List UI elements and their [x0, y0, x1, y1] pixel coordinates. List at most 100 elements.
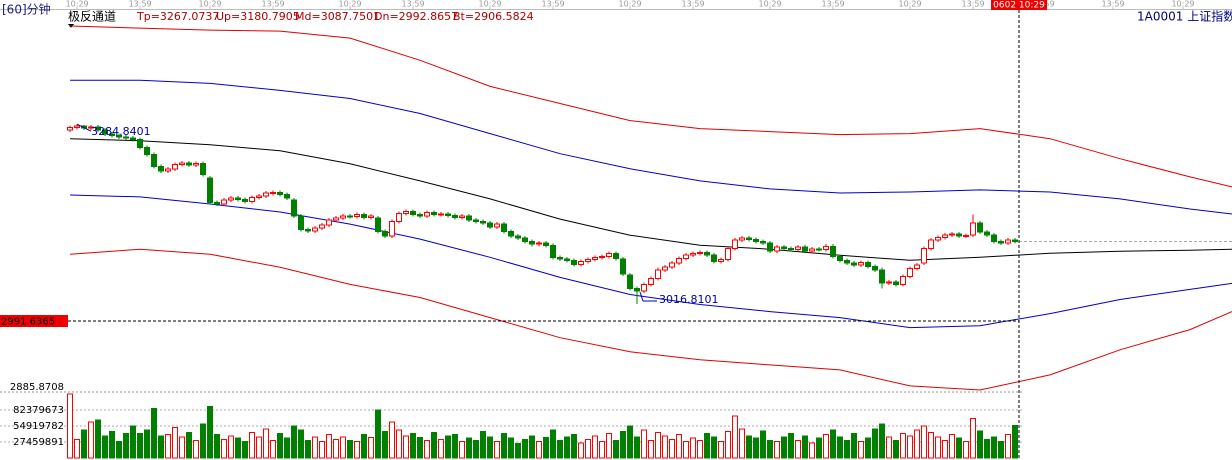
band-line	[70, 25, 1232, 188]
candle-body	[480, 220, 487, 224]
volume-bar	[473, 439, 480, 459]
x-tick-label: 13:59	[262, 0, 285, 9]
volume-bar	[130, 425, 137, 459]
candle-body	[900, 275, 907, 286]
candle-body	[242, 198, 249, 202]
x-tick-label: 10:29	[898, 0, 921, 9]
candle-body	[893, 281, 900, 286]
candle-body	[67, 126, 74, 131]
volume-bar	[816, 437, 823, 459]
candle-body	[641, 284, 648, 292]
candle-body	[704, 251, 711, 256]
volume-bar	[298, 429, 305, 459]
x-tick-label: 10:29	[479, 0, 502, 9]
candle-body	[116, 135, 123, 138]
candle-body	[179, 162, 186, 165]
volume-bar	[123, 432, 130, 459]
candle-body	[137, 139, 144, 149]
band-line	[70, 194, 1232, 329]
volume-bar	[1005, 434, 1012, 459]
volume-bar	[669, 438, 676, 459]
candle-body	[571, 259, 578, 265]
candle-body	[459, 215, 466, 218]
volume-bar	[571, 434, 578, 459]
candle-body	[235, 197, 242, 200]
candle-body	[508, 230, 515, 237]
candle-body	[830, 245, 837, 257]
candle-body	[795, 246, 802, 251]
volume-bar	[284, 437, 291, 459]
candle-body	[501, 223, 508, 232]
candle-body	[788, 247, 795, 251]
volume-bar	[788, 432, 795, 459]
candle-body	[165, 168, 172, 172]
indicator-name[interactable]: 极反通道	[68, 10, 116, 24]
candle-body	[781, 246, 788, 249]
candle-body	[312, 227, 319, 232]
volume-bar	[977, 430, 984, 459]
volume-bar	[466, 437, 473, 459]
volume-bar	[578, 442, 585, 459]
cursor-price-label: 2991.6365	[1, 317, 55, 328]
volume-bar	[907, 435, 914, 459]
volume-bar	[837, 436, 844, 459]
candle-body	[753, 239, 760, 243]
volume-bar	[865, 437, 872, 459]
candle-body	[529, 241, 536, 245]
candle-body	[578, 261, 585, 265]
candle-body	[172, 163, 179, 170]
indicator-readout: Up=3180.7905	[216, 10, 300, 23]
candle-body	[669, 262, 676, 268]
volume-bar	[361, 434, 368, 459]
x-tick-label: 13:59	[402, 0, 425, 9]
candle-body	[207, 177, 214, 204]
volume-bar	[970, 417, 977, 459]
volume-bar	[354, 441, 361, 459]
volume-bar	[340, 436, 347, 459]
volume-bar	[347, 439, 354, 459]
volume-bar	[886, 436, 893, 459]
volume-bar	[529, 435, 536, 459]
volume-bar	[95, 419, 102, 459]
volume-bar	[270, 439, 277, 459]
candle-body	[935, 237, 942, 241]
candle-body	[907, 267, 914, 277]
volume-bar	[648, 439, 655, 459]
candle-body	[914, 264, 921, 269]
candle-body	[676, 257, 683, 264]
candle-body	[389, 220, 396, 237]
candle-body	[620, 258, 627, 275]
volume-bar	[256, 436, 263, 459]
volume-bar	[928, 431, 935, 459]
volume-bar	[844, 439, 851, 459]
candle-body	[928, 239, 935, 249]
volume-bar	[235, 437, 242, 459]
volume-bar	[557, 439, 564, 459]
candle-body	[298, 215, 305, 230]
volume-bar	[508, 437, 515, 459]
volume-bar	[662, 435, 669, 459]
volume-bar	[634, 436, 641, 459]
volume-bar	[620, 431, 627, 459]
volume-bar	[242, 441, 249, 459]
candle-body	[816, 248, 823, 251]
period-label[interactable]: [60]分钟	[2, 2, 51, 17]
candle-body	[333, 217, 340, 221]
candle-body	[718, 259, 725, 263]
candle-body	[991, 234, 998, 243]
candle-body	[802, 246, 809, 252]
volume-bar	[991, 436, 998, 459]
volume-bar	[109, 431, 116, 459]
volume-bar	[935, 436, 942, 459]
band-line	[70, 248, 1232, 391]
candle-body	[963, 235, 970, 238]
volume-bar	[172, 427, 179, 459]
candle-body	[102, 129, 109, 135]
y-tick-label: 2885.8708	[10, 382, 64, 393]
volume-bar	[900, 432, 907, 459]
x-tick-label: 10:29	[66, 0, 89, 9]
volume-bar	[739, 428, 746, 459]
candle-body	[382, 230, 389, 237]
volume-bar	[389, 421, 396, 459]
